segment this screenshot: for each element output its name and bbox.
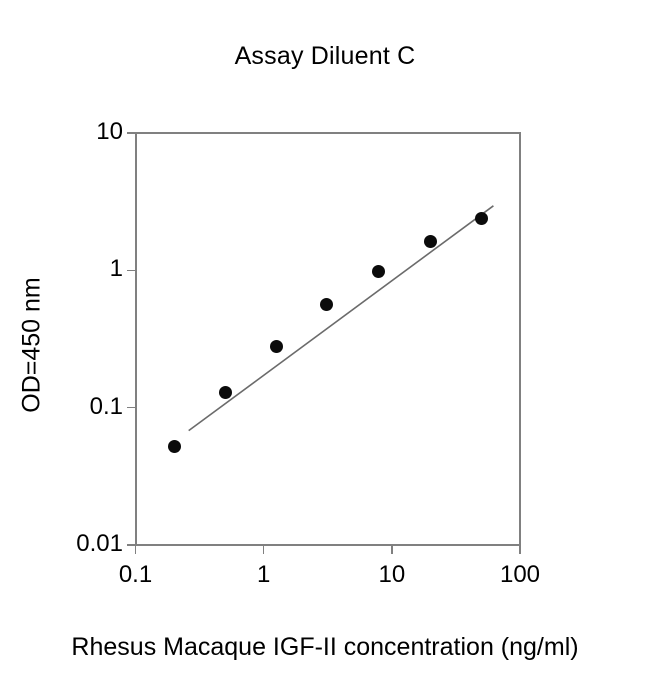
y-tick-label: 10 [96, 118, 123, 145]
y-tick-label: 1 [109, 255, 123, 283]
data-point [474, 211, 488, 225]
y-tick-label: 0.01 [76, 530, 123, 557]
x-tick-mark [519, 545, 521, 554]
x-tick-mark [391, 545, 393, 554]
y-tick-mark [127, 544, 136, 546]
plot-border-top [135, 132, 521, 134]
data-point [320, 298, 334, 312]
plot-area [135, 133, 520, 545]
y-tick-mark [127, 406, 136, 409]
data-point [423, 235, 437, 249]
x-tick-label: 100 [499, 561, 541, 588]
data-point [218, 385, 232, 399]
y-axis-title: OD=450 nm [17, 277, 46, 413]
x-tick-label: 1 [256, 561, 271, 588]
y-tick-mark [127, 132, 136, 134]
x-tick-mark [134, 545, 137, 554]
y-tick-label: 0.1 [89, 392, 123, 420]
x-axis-line [135, 544, 521, 546]
x-tick-mark [262, 545, 265, 554]
y-axis-line [135, 132, 137, 546]
x-tick-label: 10 [378, 561, 406, 588]
x-axis-title: Rhesus Macaque IGF-II concentration (ng/… [71, 633, 579, 661]
y-tick-mark [127, 269, 136, 272]
y-axis-title-wrapper: OD=450 nm [10, 230, 54, 460]
x-tick-label: 0.1 [118, 561, 153, 588]
plot-border-right [519, 132, 521, 546]
data-point [167, 440, 181, 454]
data-point [269, 339, 283, 353]
data-point [371, 265, 385, 279]
chart-title: Assay Diluent C [234, 42, 416, 70]
